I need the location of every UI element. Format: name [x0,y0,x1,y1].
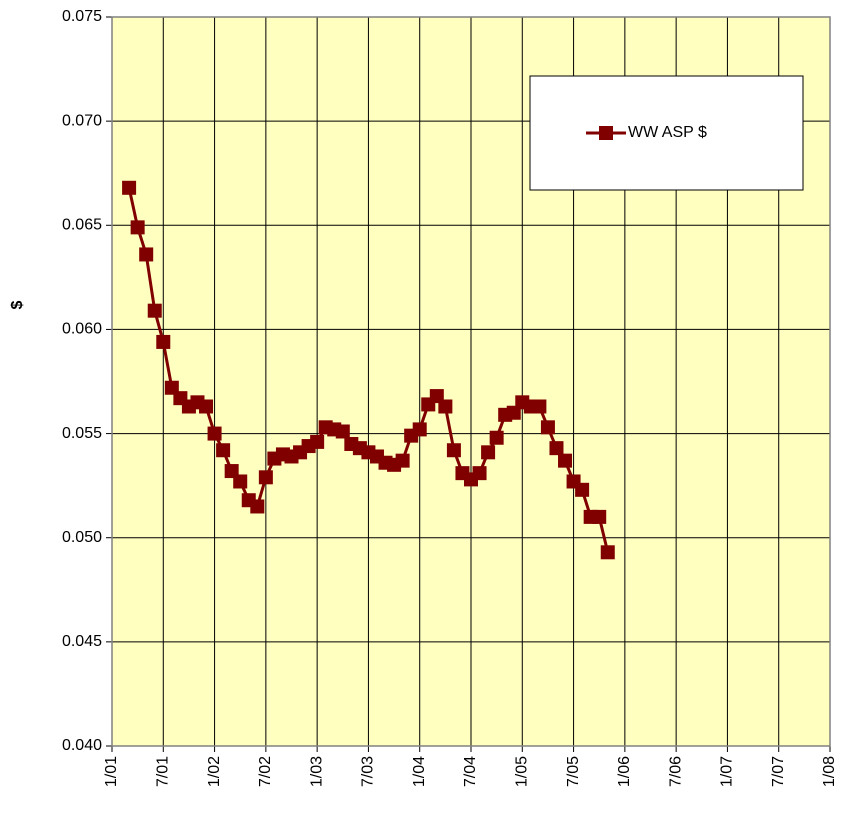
legend-label: WW ASP $ [628,124,707,141]
marker [446,443,461,458]
y-tick-label: 0.060 [62,321,102,338]
marker [481,445,496,460]
y-tick-label: 0.065 [62,217,102,234]
y-tick-label: 0.070 [62,112,102,129]
marker [199,399,214,414]
marker [549,441,564,456]
marker [258,470,273,485]
x-tick-label: 1/02 [206,756,223,787]
x-tick-label: 1/03 [308,756,325,787]
y-tick-label: 0.055 [62,425,102,442]
marker [122,180,137,195]
marker [335,424,350,439]
y-tick-label: 0.075 [62,8,102,25]
marker [540,420,555,435]
y-axis-label: $ [9,300,26,309]
marker [147,303,162,318]
x-tick-label: 1/08 [821,756,838,787]
marker [558,453,573,468]
y-tick-label: 0.045 [62,633,102,650]
marker [592,509,607,524]
legend-marker [599,126,613,140]
x-tick-label: 7/07 [770,756,787,787]
x-tick-label: 1/05 [514,756,531,787]
marker [412,422,427,437]
x-tick-label: 7/06 [667,756,684,787]
marker [310,434,325,449]
x-tick-label: 1/06 [616,756,633,787]
marker [139,247,154,262]
x-tick-label: 7/02 [257,756,274,787]
x-tick-label: 7/04 [462,756,479,787]
x-tick-label: 1/04 [411,756,428,787]
x-tick-label: 1/01 [103,756,120,787]
marker [575,482,590,497]
marker [207,426,222,441]
x-tick-label: 1/07 [719,756,736,787]
x-tick-label: 7/01 [155,756,172,787]
x-tick-label: 7/05 [565,756,582,787]
marker [489,430,504,445]
marker [156,334,171,349]
marker [395,453,410,468]
marker [438,399,453,414]
marker [472,466,487,481]
x-tick-label: 7/03 [360,756,377,787]
marker [130,220,145,235]
plot-border [111,16,831,747]
y-tick-label: 0.050 [62,529,102,546]
legend-box [529,75,804,191]
marker [233,474,248,489]
marker [216,443,231,458]
marker [532,399,547,414]
marker [600,545,615,560]
marker [250,499,265,514]
y-tick-label: 0.040 [62,737,102,754]
